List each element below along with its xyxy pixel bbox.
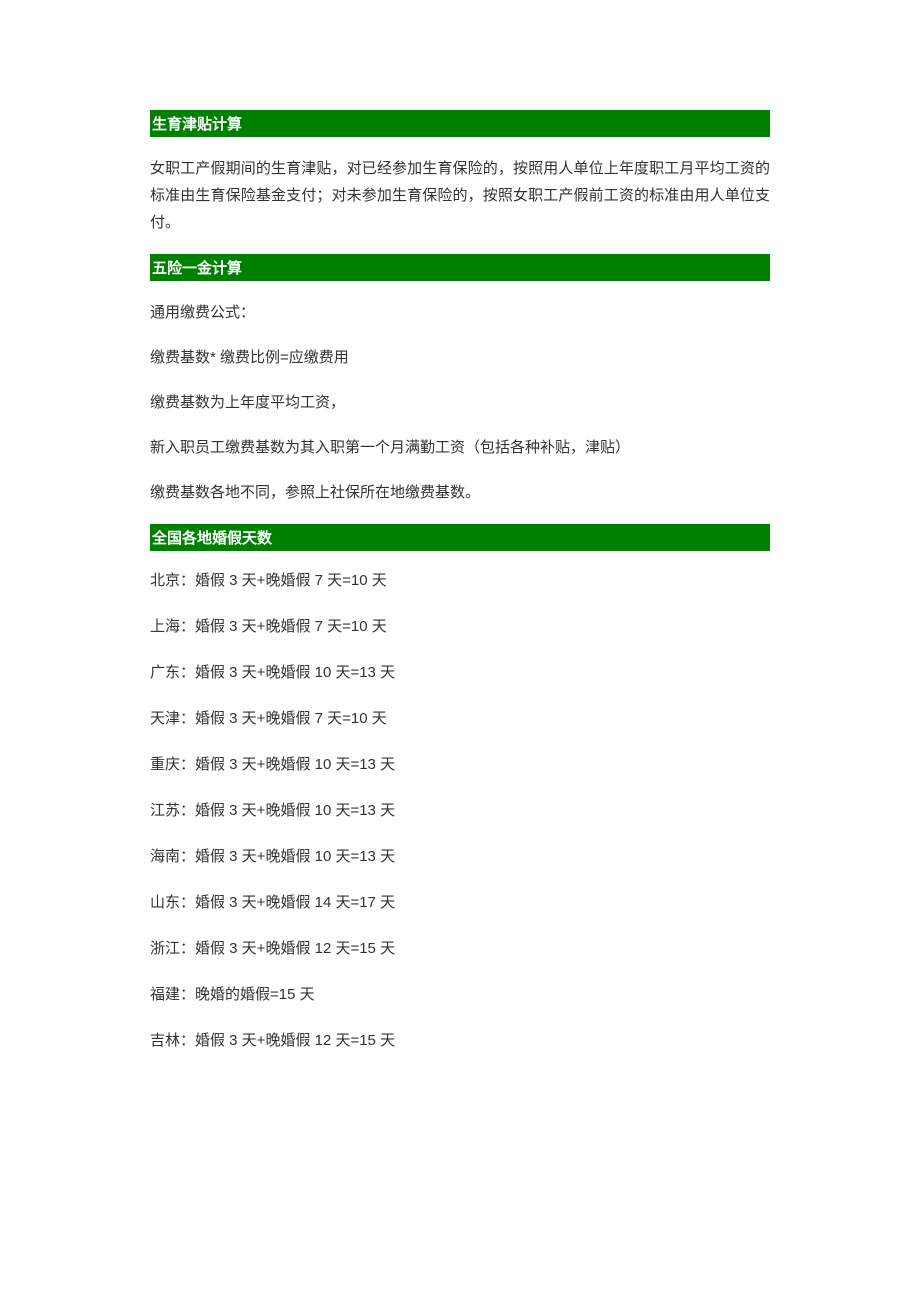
list-item: 广东：婚假 3 天+晚婚假 10 天=13 天 [150,661,770,685]
section-header-3: 全国各地婚假天数 [150,524,770,551]
list-item: 吉林：婚假 3 天+晚婚假 12 天=15 天 [150,1029,770,1053]
list-item: 上海：婚假 3 天+晚婚假 7 天=10 天 [150,615,770,639]
list-item: 浙江：婚假 3 天+晚婚假 12 天=15 天 [150,937,770,961]
section-header-2: 五险一金计算 [150,254,770,281]
list-item: 北京：婚假 3 天+晚婚假 7 天=10 天 [150,569,770,593]
list-item: 福建：晚婚的婚假=15 天 [150,983,770,1007]
section-insurance-calculation: 五险一金计算 通用缴费公式： 缴费基数* 缴费比例=应缴费用 缴费基数为上年度平… [150,254,770,506]
paragraph: 通用缴费公式： [150,299,770,326]
section-maternity-allowance: 生育津贴计算 女职工产假期间的生育津贴，对已经参加生育保险的，按照用人单位上年度… [150,110,770,236]
paragraph: 缴费基数* 缴费比例=应缴费用 [150,344,770,371]
list-item: 山东：婚假 3 天+晚婚假 14 天=17 天 [150,891,770,915]
section-marriage-leave: 全国各地婚假天数 北京：婚假 3 天+晚婚假 7 天=10 天 上海：婚假 3 … [150,524,770,1053]
paragraph: 缴费基数为上年度平均工资， [150,389,770,416]
list-item: 江苏：婚假 3 天+晚婚假 10 天=13 天 [150,799,770,823]
paragraph: 新入职员工缴费基数为其入职第一个月满勤工资（包括各种补贴，津贴） [150,434,770,461]
list-item: 重庆：婚假 3 天+晚婚假 10 天=13 天 [150,753,770,777]
paragraph: 女职工产假期间的生育津贴，对已经参加生育保险的，按照用人单位上年度职工月平均工资… [150,155,770,236]
list-item: 海南：婚假 3 天+晚婚假 10 天=13 天 [150,845,770,869]
section-header-1: 生育津贴计算 [150,110,770,137]
list-item: 天津：婚假 3 天+晚婚假 7 天=10 天 [150,707,770,731]
paragraph: 缴费基数各地不同，参照上社保所在地缴费基数。 [150,479,770,506]
